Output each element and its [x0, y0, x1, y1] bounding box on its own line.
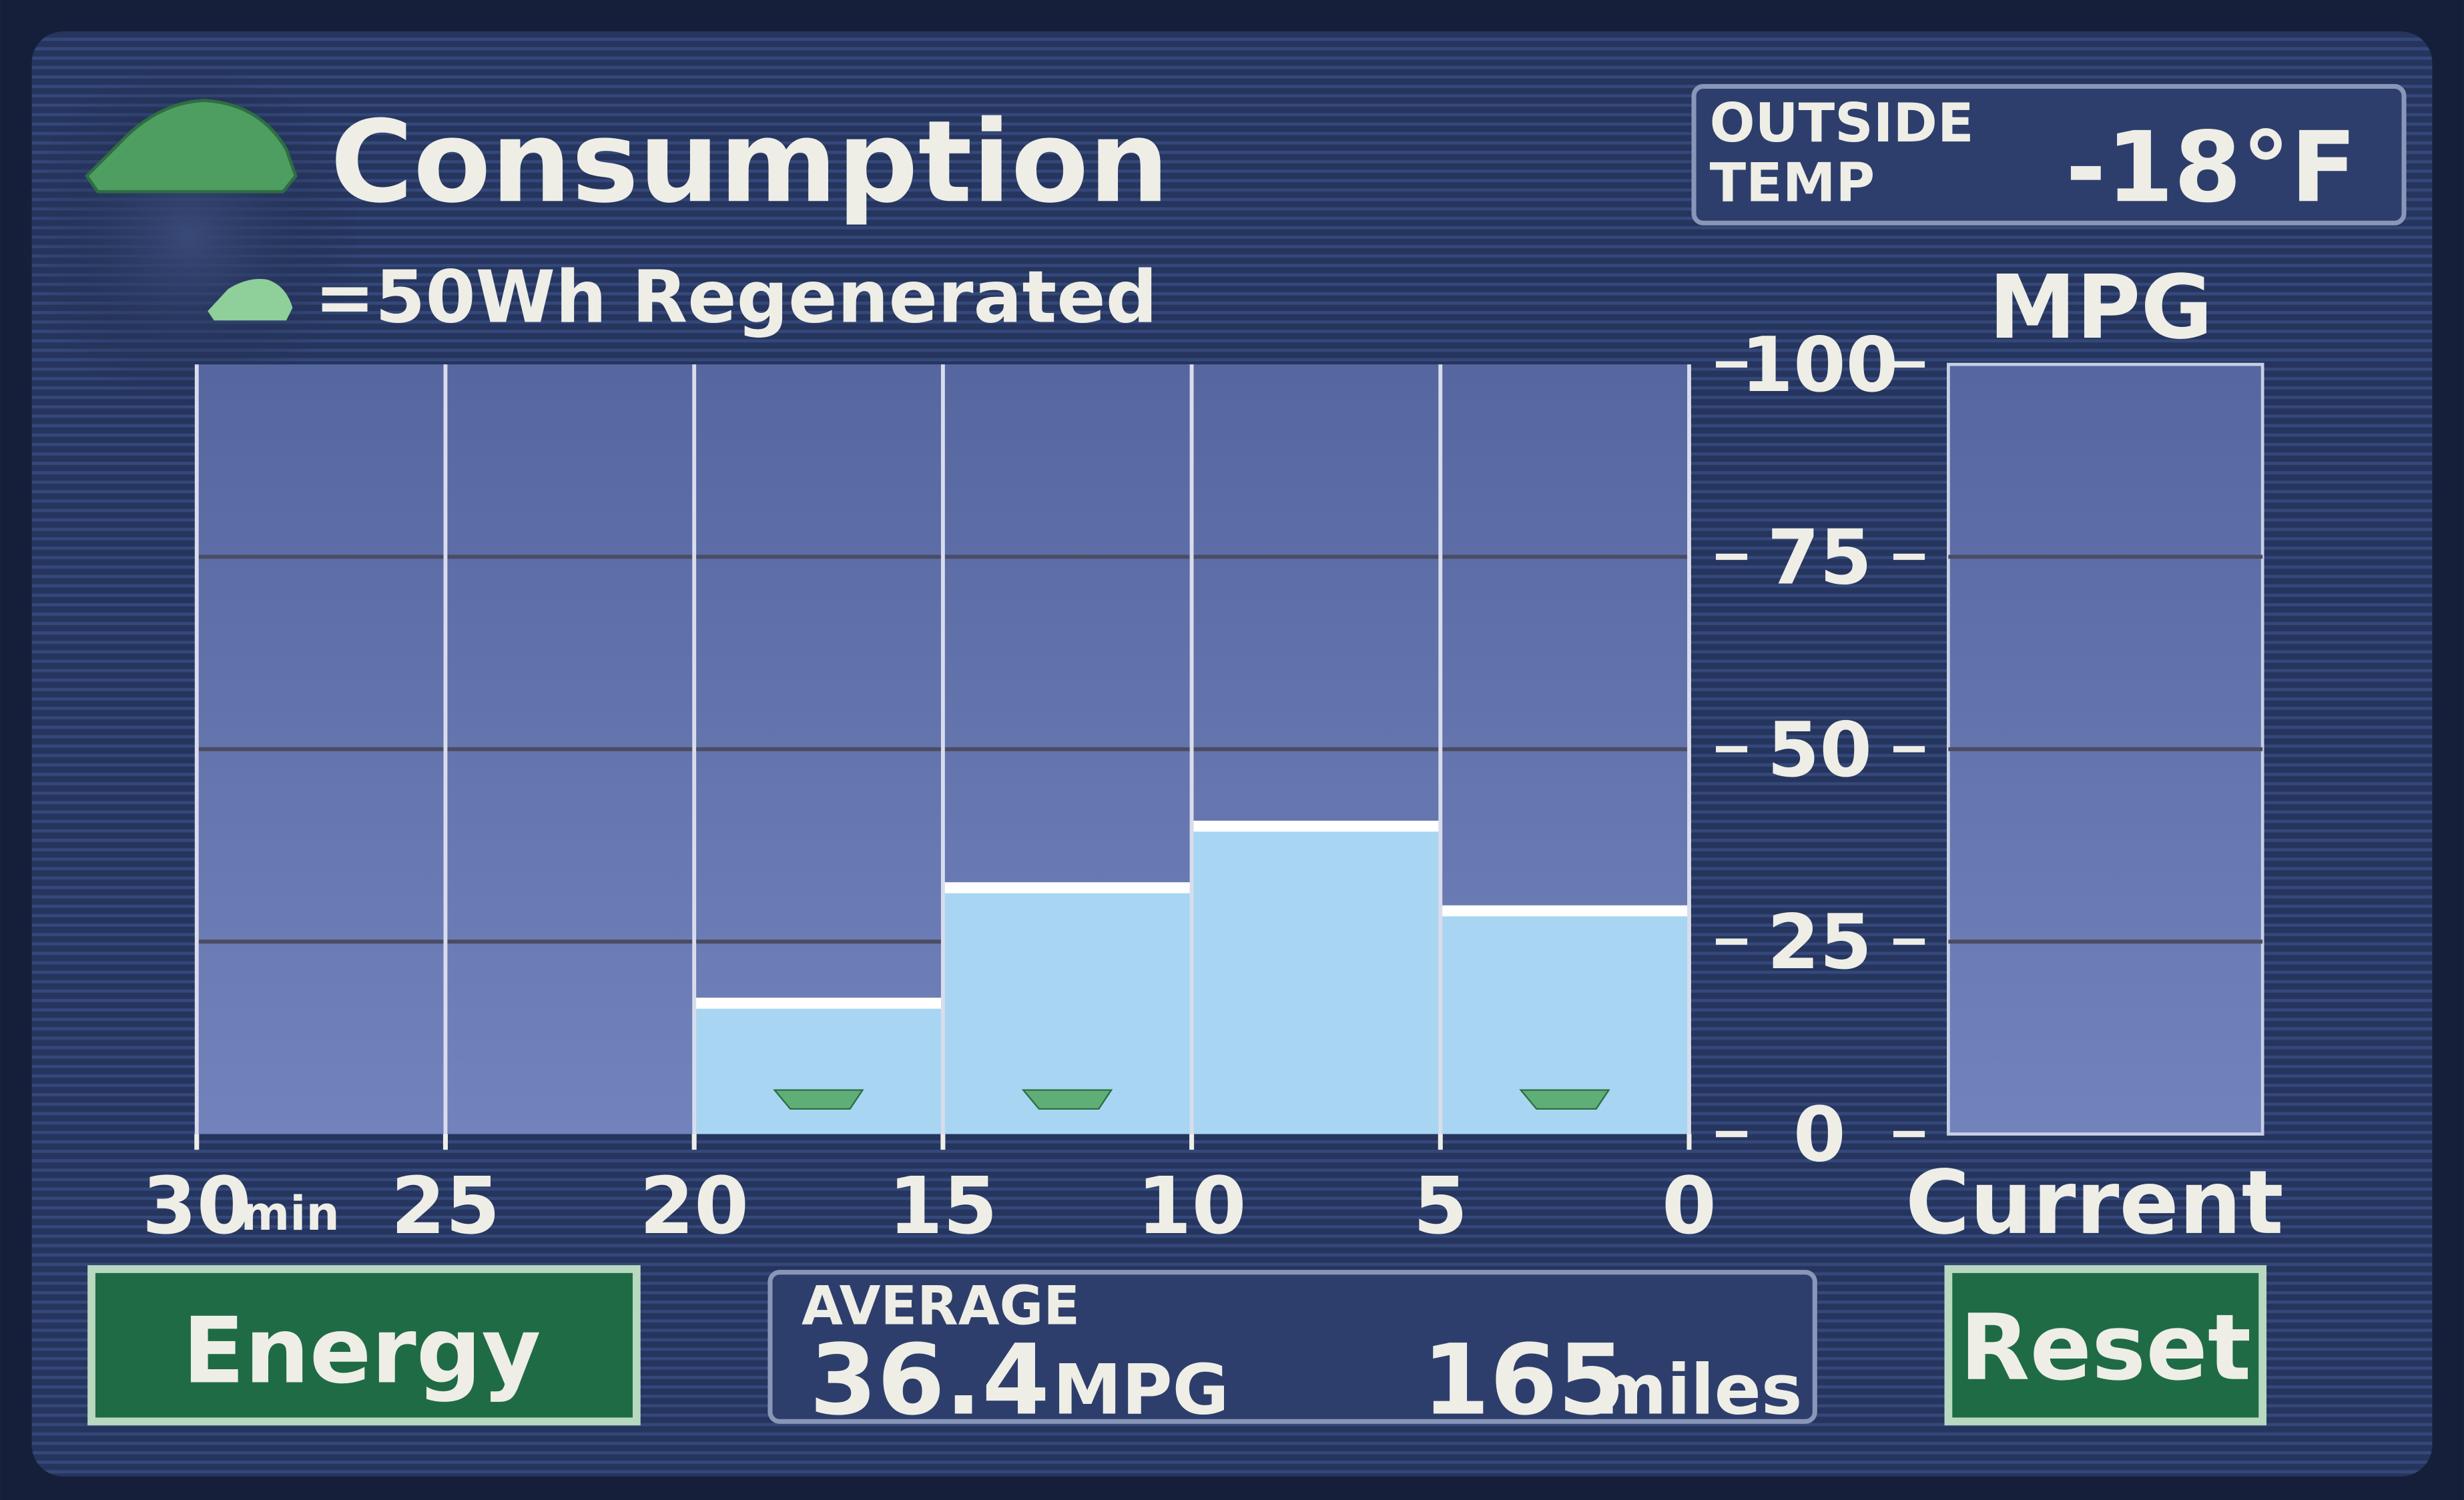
distance: 165 — [1422, 1325, 1626, 1437]
legend-text: =50Wh Regenerated — [314, 255, 1157, 340]
button-label[interactable]: Energy — [182, 1298, 541, 1404]
current-label: Current — [1905, 1152, 2284, 1254]
temp-box — [1691, 83, 2407, 226]
average-mpg: 36.4 — [810, 1325, 1050, 1437]
x-unit: min — [241, 1186, 340, 1241]
bar-top — [1440, 905, 1689, 917]
y-tick-label: 0 — [1793, 1091, 1846, 1179]
reset-button[interactable]: Reset — [1944, 1265, 2267, 1426]
button-frame[interactable] — [87, 1265, 641, 1426]
x-tick-label: 20 — [639, 1160, 749, 1252]
distance-unit: miles — [1595, 1351, 1803, 1431]
temp-label: OUTSIDE — [1710, 92, 1974, 154]
title: Consumption — [330, 96, 1169, 228]
regen-icon — [1519, 1089, 1610, 1110]
x-tick-label: 0 — [1662, 1160, 1717, 1252]
y-tick-label: 50 — [1767, 706, 1872, 794]
bar — [694, 1003, 943, 1134]
regen-icon — [773, 1089, 864, 1110]
x-tick-label: 5 — [1413, 1160, 1468, 1252]
x-tick-label: 30 — [142, 1160, 252, 1252]
bar — [1191, 826, 1441, 1134]
temp-label: TEMP — [1710, 151, 1875, 214]
y-axis-label: MPG — [1989, 257, 2213, 359]
button-frame[interactable] — [1944, 1265, 2267, 1426]
energy-button[interactable]: Energy — [87, 1265, 641, 1426]
x-tick-label: 15 — [888, 1160, 998, 1252]
y-tick-label: 25 — [1767, 898, 1872, 986]
regen-icon — [1021, 1089, 1113, 1110]
legend-icon — [208, 279, 293, 321]
average-mpg-unit: MPG — [1053, 1351, 1229, 1431]
y-tick-label: 100 — [1741, 321, 1898, 409]
average-title: AVERAGE — [802, 1274, 1080, 1337]
average-box — [767, 1270, 1817, 1424]
y-tick-label: 75 — [1767, 513, 1872, 601]
bar-top — [942, 882, 1192, 893]
bar-top — [1191, 820, 1441, 832]
button-label[interactable]: Reset — [1959, 1295, 2251, 1401]
x-tick-label: 10 — [1137, 1160, 1247, 1252]
temp-value: -18°F — [2066, 111, 2357, 224]
bar-top — [694, 998, 943, 1009]
leaf-car-icon — [84, 99, 298, 194]
x-tick-label: 25 — [391, 1160, 501, 1252]
